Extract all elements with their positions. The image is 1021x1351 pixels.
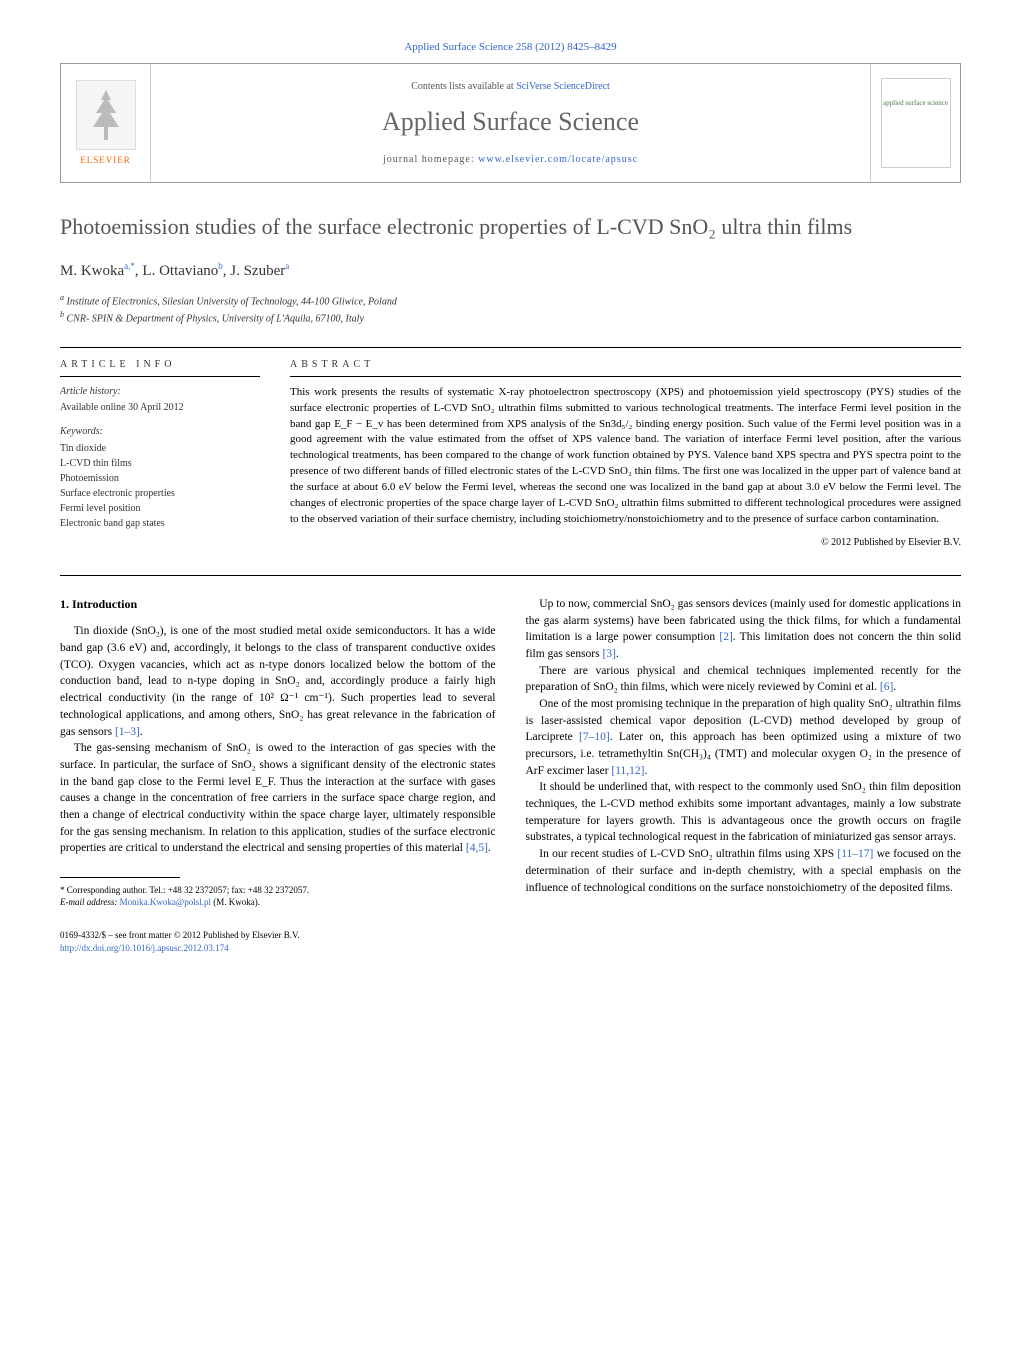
abstract-copyright: © 2012 Published by Elsevier B.V. xyxy=(290,536,961,550)
corresponding-author: * Corresponding author. Tel.: +48 32 237… xyxy=(60,884,496,897)
homepage-link[interactable]: www.elsevier.com/locate/apsusc xyxy=(478,154,638,165)
email-suffix: (M. Kwoka). xyxy=(211,897,260,907)
body-paragraph: Tin dioxide (SnO₂), is one of the most s… xyxy=(60,623,496,740)
publisher-logo-area: ELSEVIER xyxy=(61,64,151,182)
front-matter-line: 0169-4332/$ – see front matter © 2012 Pu… xyxy=(60,929,961,942)
affiliations: a Institute of Electronics, Silesian Uni… xyxy=(60,292,961,327)
body-paragraph: It should be underlined that, with respe… xyxy=(526,779,962,846)
keyword-item: Surface electronic properties xyxy=(60,486,260,501)
authors-list: M. Kwokaa,*, L. Ottavianob, J. Szubera xyxy=(60,260,961,282)
ref-link[interactable]: [4,5] xyxy=(466,842,488,854)
para-text: In our recent studies of L-CVD SnO₂ ultr… xyxy=(539,848,837,860)
ref-link[interactable]: [11–17] xyxy=(837,848,873,860)
left-column: 1. Introduction Tin dioxide (SnO₂), is o… xyxy=(60,596,496,909)
ref-link[interactable]: [3] xyxy=(602,648,615,660)
article-info-column: ARTICLE INFO Article history: Available … xyxy=(60,358,260,550)
doi-link[interactable]: http://dx.doi.org/10.1016/j.apsusc.2012.… xyxy=(60,943,229,953)
publisher-name: ELSEVIER xyxy=(80,154,131,167)
section-1-heading: 1. Introduction xyxy=(60,596,496,613)
keyword-item: Tin dioxide xyxy=(60,441,260,456)
body-paragraph: One of the most promising technique in t… xyxy=(526,696,962,779)
affiliation-b: b CNR- SPIN & Department of Physics, Uni… xyxy=(60,309,961,326)
divider-bottom xyxy=(60,575,961,576)
sciencedirect-link[interactable]: SciVerse ScienceDirect xyxy=(516,81,610,92)
para-text: There are various physical and chemical … xyxy=(526,665,962,694)
author-2: , L. Ottaviano xyxy=(135,263,218,279)
ref-link[interactable]: [2] xyxy=(719,631,732,643)
body-paragraph: The gas-sensing mechanism of SnO₂ is owe… xyxy=(60,740,496,857)
homepage-line: journal homepage: www.elsevier.com/locat… xyxy=(383,153,638,167)
email-line: E-mail address: Monika.Kwoka@polsl.pl (M… xyxy=(60,896,496,909)
homepage-prefix: journal homepage: xyxy=(383,154,478,165)
article-info-heading: ARTICLE INFO xyxy=(60,358,260,377)
body-columns: 1. Introduction Tin dioxide (SnO₂), is o… xyxy=(60,596,961,909)
history-text: Available online 30 April 2012 xyxy=(60,401,260,415)
history-label: Article history: xyxy=(60,385,260,399)
journal-cover-thumbnail: applied surface science xyxy=(881,78,951,168)
ref-link[interactable]: [7–10] xyxy=(579,731,610,743)
body-paragraph: In our recent studies of L-CVD SnO₂ ultr… xyxy=(526,846,962,896)
journal-citation: Applied Surface Science 258 (2012) 8425–… xyxy=(60,40,961,55)
right-column: Up to now, commercial SnO₂ gas sensors d… xyxy=(526,596,962,909)
article-title: Photoemission studies of the surface ele… xyxy=(60,213,961,242)
keyword-item: Electronic band gap states xyxy=(60,516,260,531)
abstract-column: ABSTRACT This work presents the results … xyxy=(290,358,961,550)
abstract-heading: ABSTRACT xyxy=(290,358,961,377)
affiliation-a-text: Institute of Electronics, Silesian Unive… xyxy=(67,296,397,307)
corresponding-footnote: * Corresponding author. Tel.: +48 32 237… xyxy=(60,884,496,909)
author-3-affil: a xyxy=(285,261,289,271)
footer-info: 0169-4332/$ – see front matter © 2012 Pu… xyxy=(60,929,961,954)
email-link[interactable]: Monika.Kwoka@polsl.pl xyxy=(120,897,211,907)
author-1-affil: a,* xyxy=(124,261,135,271)
contents-line: Contents lists available at SciVerse Sci… xyxy=(411,80,610,94)
ref-link[interactable]: [6] xyxy=(880,681,893,693)
elsevier-tree-icon xyxy=(76,80,136,150)
ref-link[interactable]: [11,12] xyxy=(611,765,644,777)
journal-cover-area: applied surface science xyxy=(870,64,960,182)
keywords-list: Tin dioxide L-CVD thin films Photoemissi… xyxy=(60,441,260,531)
para-text: Tin dioxide (SnO₂), is one of the most s… xyxy=(60,625,496,737)
keyword-item: Fermi level position xyxy=(60,501,260,516)
body-paragraph: There are various physical and chemical … xyxy=(526,663,962,696)
header-center: Contents lists available at SciVerse Sci… xyxy=(151,64,870,182)
keyword-item: Photoemission xyxy=(60,471,260,486)
contents-prefix: Contents lists available at xyxy=(411,81,516,92)
author-1: M. Kwoka xyxy=(60,263,124,279)
abstract-text: This work presents the results of system… xyxy=(290,385,961,528)
keywords-label: Keywords: xyxy=(60,425,260,439)
divider-top xyxy=(60,347,961,348)
body-paragraph: Up to now, commercial SnO₂ gas sensors d… xyxy=(526,596,962,663)
journal-header-box: ELSEVIER Contents lists available at Sci… xyxy=(60,63,961,183)
affiliation-b-text: CNR- SPIN & Department of Physics, Unive… xyxy=(67,314,364,325)
ref-link[interactable]: [1–3] xyxy=(115,726,140,738)
footnote-divider xyxy=(60,877,180,878)
journal-title: Applied Surface Science xyxy=(382,104,639,140)
info-abstract-row: ARTICLE INFO Article history: Available … xyxy=(60,358,961,550)
para-text: The gas-sensing mechanism of SnO₂ is owe… xyxy=(60,742,496,854)
keyword-item: L-CVD thin films xyxy=(60,456,260,471)
author-3: , J. Szuber xyxy=(223,263,286,279)
affiliation-a: a Institute of Electronics, Silesian Uni… xyxy=(60,292,961,309)
email-label: E-mail address: xyxy=(60,897,120,907)
